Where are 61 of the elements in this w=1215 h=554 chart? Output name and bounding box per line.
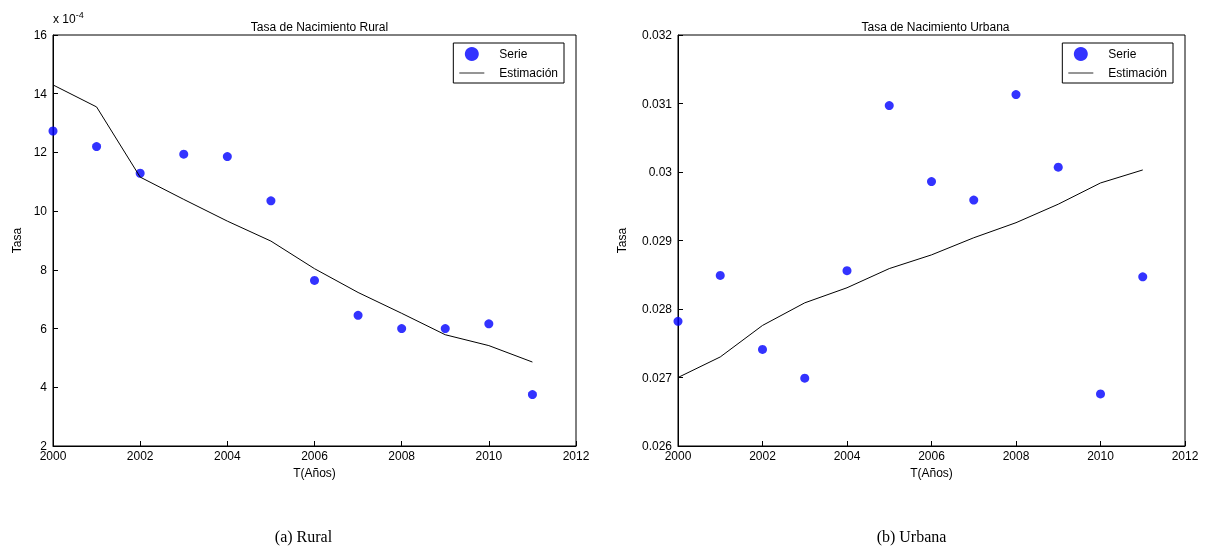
x-tick-label: 2012 <box>1171 449 1199 463</box>
x-tick-label: 2000 <box>39 449 67 463</box>
point <box>1137 272 1147 282</box>
point <box>48 126 58 136</box>
legend-label: Estimación <box>1107 66 1167 80</box>
y-tick-label: 0.032 <box>641 28 672 42</box>
point <box>799 373 809 383</box>
point <box>353 310 363 320</box>
point <box>757 344 767 354</box>
y-tick-label: 0.03 <box>648 165 672 179</box>
x-tick-label: 2004 <box>833 449 861 463</box>
y-tick-label: 0.027 <box>641 370 672 385</box>
point <box>884 101 894 111</box>
point <box>926 177 936 187</box>
y-tick-label: 12 <box>33 145 48 160</box>
y-tick-label: 0.029 <box>641 233 672 248</box>
x-axis-title: T(Años) <box>909 465 953 480</box>
point <box>179 149 189 159</box>
y-tick-label: 4 <box>40 380 48 395</box>
y-tick-label: 14 <box>33 86 48 101</box>
x-tick-label: 2002 <box>126 449 154 463</box>
x-tick-label: 2006 <box>917 449 945 463</box>
y-tick-label: 0.028 <box>641 302 672 316</box>
x-tick-label: 2004 <box>213 449 241 463</box>
point <box>222 152 232 162</box>
legend-label: Serie <box>499 47 528 61</box>
x-tick-label: 2010 <box>1086 449 1114 463</box>
point <box>715 270 725 280</box>
y-axis-title: Tasa <box>614 227 629 254</box>
x-tick-label: 2008 <box>1002 449 1030 463</box>
text: (a) Rural <box>274 527 333 546</box>
legend-label: Estimación <box>499 66 558 80</box>
legend-label: Serie <box>1107 47 1137 61</box>
point <box>1011 90 1020 100</box>
y-tick-label: 8 <box>40 262 48 277</box>
point <box>397 324 407 334</box>
point <box>310 275 319 285</box>
y-tick-label: 6 <box>40 321 48 336</box>
text: (b) Urbana <box>876 527 946 546</box>
point <box>484 319 494 329</box>
y-axis-title: Tasa <box>9 227 24 254</box>
y-tick-label: 0.031 <box>641 96 672 111</box>
y-tick-label: 16 <box>33 28 48 42</box>
x-axis-title: T(Años) <box>293 465 336 480</box>
point <box>92 142 102 152</box>
x-tick-label: 2010 <box>475 449 503 463</box>
point <box>968 195 978 205</box>
point <box>673 316 682 326</box>
chart-title: Tasa de Nacimiento Urbana <box>860 20 1010 34</box>
point <box>527 390 537 400</box>
point <box>1095 389 1105 399</box>
point <box>440 324 450 334</box>
x-tick-label: 2006 <box>301 449 329 463</box>
y-tick-label: 10 <box>33 204 48 219</box>
point <box>842 266 851 276</box>
x-tick-label: 2002 <box>748 449 776 463</box>
point <box>1053 162 1063 172</box>
x-tick-label: 2008 <box>388 449 416 463</box>
point <box>266 196 276 206</box>
x-tick-label: 2012 <box>562 449 590 463</box>
chart-title: Tasa de Nacimiento Rural <box>250 20 389 34</box>
